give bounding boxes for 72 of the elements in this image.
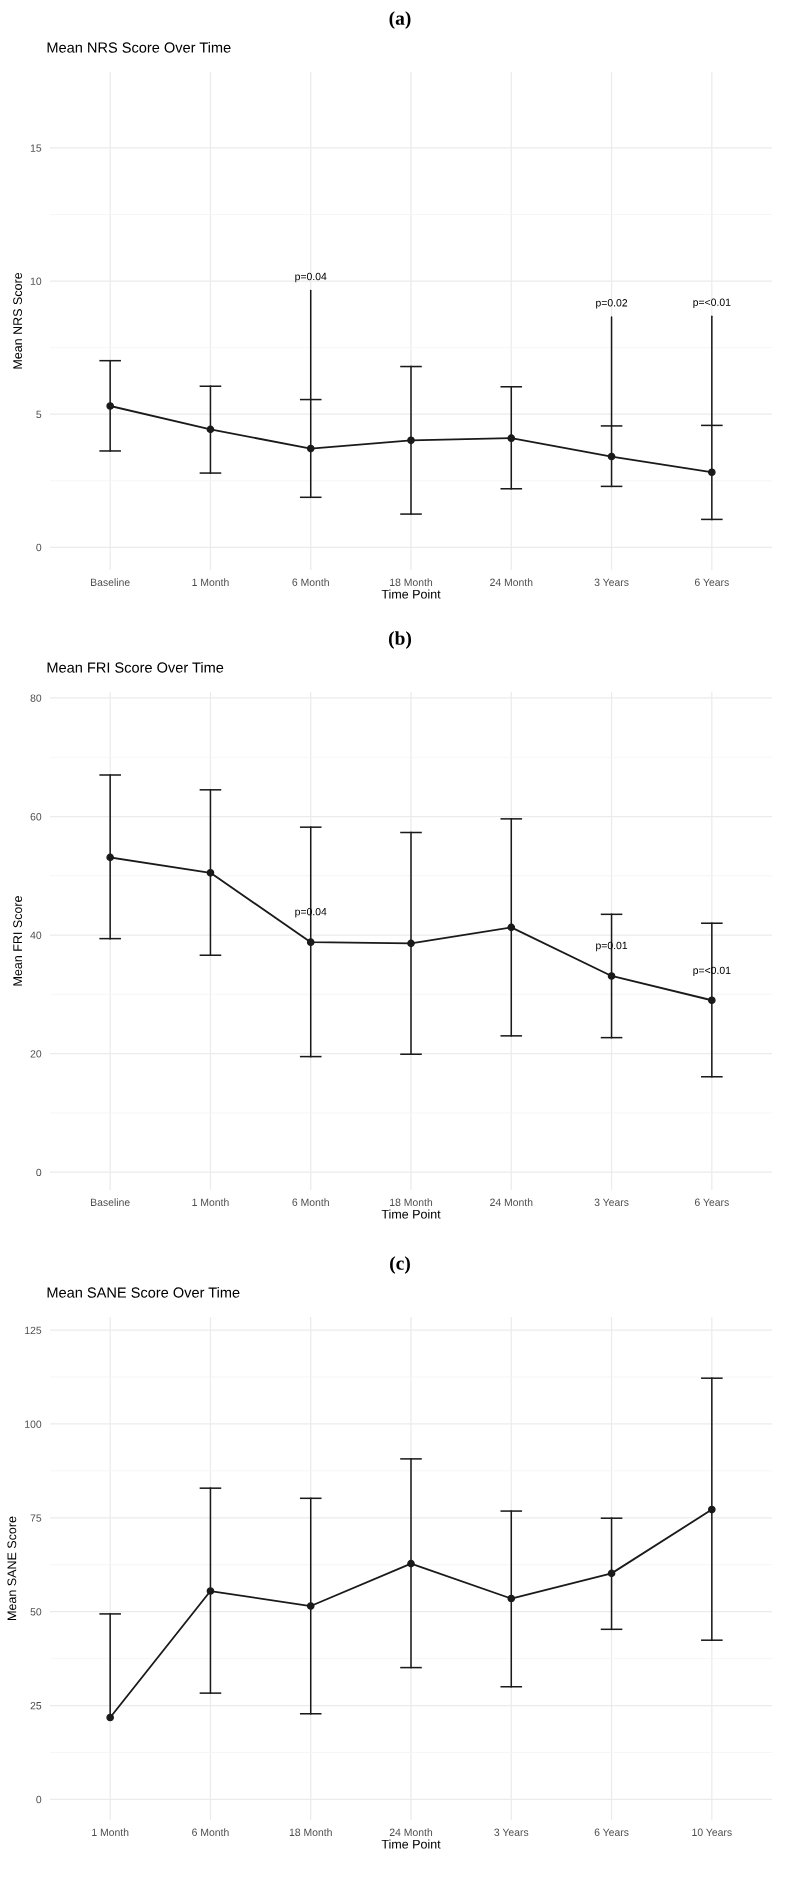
y-axis-title: Mean FRI Score — [13, 896, 23, 986]
x-tick-label: 24 Month — [490, 1198, 533, 1206]
text: (a) — [389, 11, 411, 29]
point — [407, 436, 415, 445]
x-tick-label: 24 Month — [389, 1828, 433, 1836]
point — [507, 923, 516, 932]
x-tick-label: 18 Month — [390, 1198, 433, 1206]
x-tick-label: 1 Month — [92, 1828, 129, 1836]
point — [407, 1559, 415, 1568]
y-tick-label: 20 — [30, 1050, 42, 1058]
point — [708, 1505, 716, 1514]
chart-title: Mean NRS Score Over Time — [47, 41, 231, 53]
point — [407, 939, 415, 948]
point — [306, 444, 315, 453]
x-axis-title: Time Point — [381, 589, 441, 599]
x-tick-label: 3 Years — [494, 1828, 529, 1836]
x-tick-label: Baseline — [91, 578, 130, 586]
y-tick-label: 25 — [30, 1702, 42, 1710]
x-tick-label: 10 Years — [692, 1828, 732, 1836]
y-tick-label: 10 — [30, 277, 42, 285]
y-tick-label: 50 — [30, 1608, 42, 1616]
point — [607, 972, 616, 980]
point — [106, 402, 114, 410]
annotation: p=0.04 — [295, 272, 327, 283]
annotation: p=0.02 — [596, 299, 628, 309]
y-tick-label: 0 — [36, 1795, 42, 1804]
chart-title: Mean SANE Score Over Time — [47, 1286, 240, 1298]
x-tick-label: 1 Month — [192, 578, 229, 586]
x-tick-label: 1 Month — [192, 1198, 229, 1206]
y-tick-label: 75 — [30, 1514, 42, 1522]
point — [306, 1602, 315, 1610]
y-axis-title: Mean SANE Score — [7, 1516, 17, 1620]
point — [106, 1713, 114, 1722]
x-tick-label: 6 Month — [192, 1828, 229, 1836]
point — [607, 1569, 616, 1578]
point — [507, 1594, 516, 1603]
y-tick-label: 100 — [25, 1420, 42, 1428]
y-axis-title: Mean NRS Score — [13, 272, 23, 369]
point — [206, 869, 215, 877]
x-tick-label: 18 Month — [390, 578, 433, 586]
x-tick-label: 3 Years — [594, 578, 629, 586]
point — [206, 1587, 215, 1595]
x-tick-label: 6 Month — [292, 578, 329, 586]
x-tick-label: 6 Month — [292, 1198, 329, 1206]
y-tick-label: 5 — [36, 410, 42, 419]
x-tick-label: Baseline — [91, 1198, 130, 1206]
x-tick-label: 6 Years — [694, 1198, 729, 1206]
y-tick-label: 0 — [36, 543, 42, 552]
x-tick-label: 24 Month — [490, 578, 533, 586]
chart-title: Mean FRI Score Over Time — [47, 661, 224, 673]
x-tick-label: 3 Years — [594, 1198, 629, 1206]
x-tick-label: 18 Month — [289, 1828, 332, 1836]
x-tick-label: 6 Years — [594, 1828, 629, 1836]
x-tick-label: 6 Years — [694, 578, 729, 586]
point — [306, 938, 315, 947]
point — [607, 452, 616, 461]
y-tick-label: 80 — [30, 694, 42, 702]
y-tick-label: 60 — [30, 813, 42, 821]
x-axis-title: Time Point — [381, 1839, 441, 1849]
x-axis-title: Time Point — [381, 1209, 441, 1219]
annotation: p=<0.01 — [693, 298, 731, 309]
point — [708, 468, 716, 477]
y-tick-label: 40 — [30, 931, 42, 939]
point — [106, 853, 114, 862]
y-tick-label: 15 — [30, 144, 42, 152]
y-tick-label: 0 — [36, 1168, 42, 1177]
point — [708, 996, 716, 1005]
y-tick-label: 125 — [25, 1326, 42, 1335]
point — [206, 425, 215, 434]
text: (c) — [390, 1256, 410, 1274]
point — [507, 434, 516, 442]
text: (b) — [388, 631, 412, 649]
